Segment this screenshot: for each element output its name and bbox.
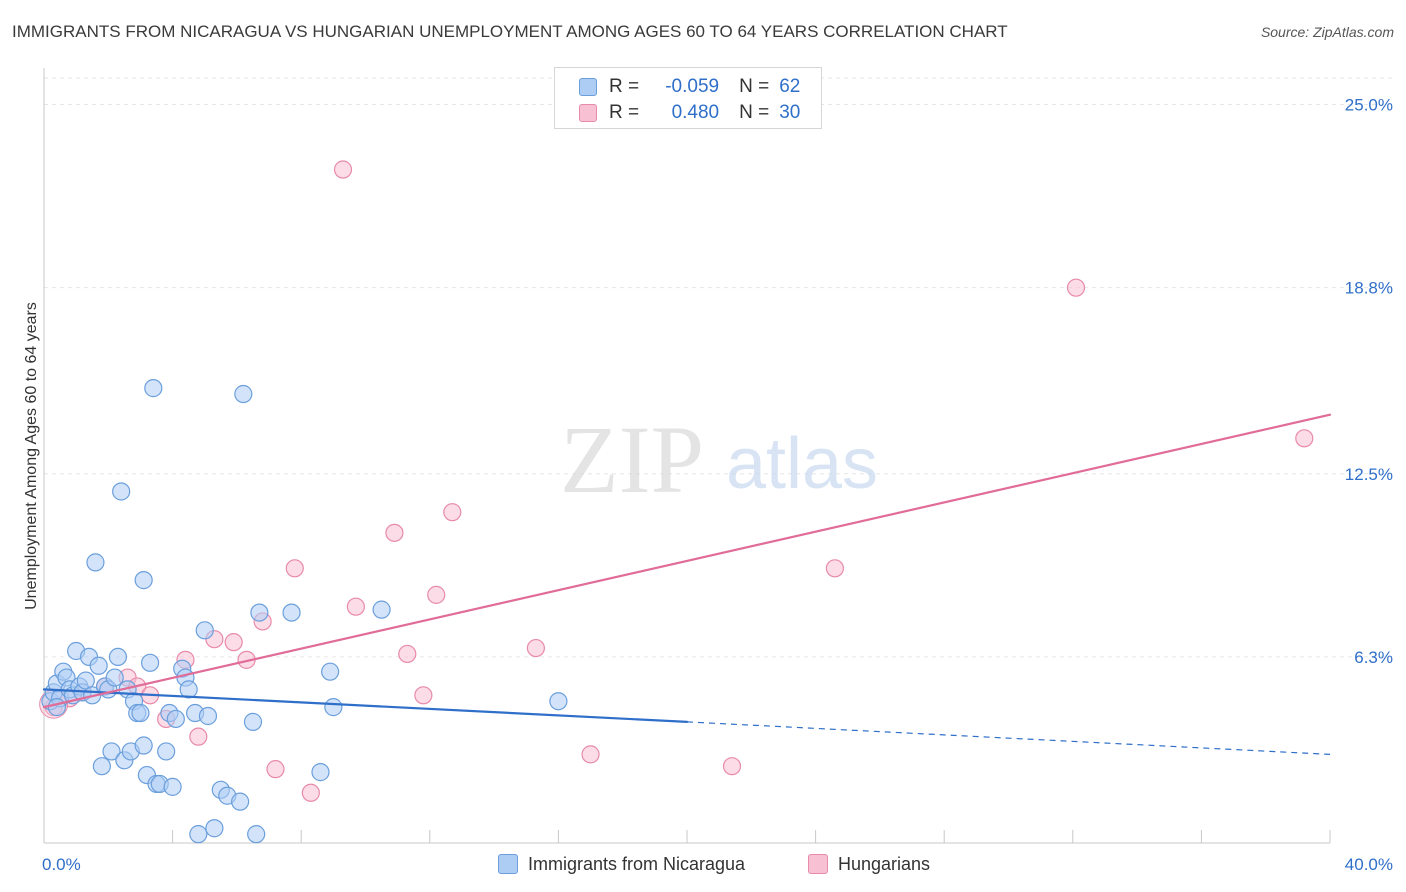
hungarian-point [189, 727, 208, 746]
nicaragua-point [105, 668, 124, 687]
nicaragua-point [195, 621, 214, 640]
hungarian-point [581, 745, 600, 764]
legend-swatch-pink [579, 104, 597, 122]
hungarian-trend-line [42, 413, 1332, 709]
nicaragua-point [324, 698, 343, 717]
nicaragua-point [108, 647, 128, 667]
nicaragua-trend-line-extension [686, 721, 1331, 755]
hungarian-point [1295, 429, 1314, 448]
hungarian-point [333, 160, 353, 179]
legend-swatch-blue [579, 78, 597, 96]
hungarian-point [398, 644, 417, 664]
legend-r-value: 0.480 [671, 102, 720, 123]
nicaragua-point [205, 819, 224, 838]
y-tick-label: 12.5% [1345, 465, 1393, 484]
y-axis-label: Unemployment Among Ages 60 to 64 years [23, 302, 40, 610]
hungarian-point [285, 559, 304, 578]
bottom-legend-nicaragua: Immigrants from Nicaragua [498, 852, 745, 876]
hungarian-point [722, 757, 742, 776]
nicaragua-point [282, 603, 301, 622]
hungarian-point [385, 523, 404, 542]
nicaragua-point [231, 792, 250, 811]
nicaragua-point [247, 825, 266, 844]
nicaragua-point [102, 742, 121, 761]
nicaragua-point [112, 482, 131, 501]
nicaragua-point [166, 709, 185, 729]
nicaragua-point [372, 600, 391, 619]
watermark: ZIP atlas [560, 406, 878, 513]
hungarian-point [224, 633, 243, 652]
y-tick-label: 18.8% [1345, 279, 1393, 298]
legend-r-label: R = [609, 102, 640, 123]
nicaragua-point [179, 680, 198, 699]
nicaragua-point [549, 692, 568, 711]
hungarian-point [301, 783, 320, 802]
nicaragua-point [92, 757, 111, 776]
hungarian-point [443, 503, 462, 522]
nicaragua-trend-line [42, 688, 689, 723]
y-tick-label: 25.0% [1345, 96, 1393, 115]
legend-n-label: N = [739, 76, 770, 97]
legend-swatch-pink [808, 854, 828, 874]
nicaragua-point [311, 763, 330, 782]
bottom-legend-hungarians: Hungarians [808, 852, 930, 876]
hungarian-point [526, 638, 545, 658]
hungarian-point [825, 559, 844, 578]
nicaragua-point [131, 703, 150, 723]
nicaragua-point [321, 662, 340, 681]
nicaragua-point [250, 603, 269, 622]
x-tick-label: 40.0% [1345, 855, 1393, 874]
legend-label-hungarians: Hungarians [838, 853, 931, 874]
legend-label-nicaragua: Immigrants from Nicaragua [528, 853, 746, 874]
nicaragua-point [144, 379, 163, 398]
nicaragua-point [47, 698, 66, 717]
x-tick-label: 0.0% [42, 855, 81, 874]
hungarian-point [414, 686, 433, 705]
legend-swatch-blue [498, 854, 518, 874]
nicaragua-point [163, 777, 182, 796]
nicaragua-point [198, 706, 218, 726]
nicaragua-point [134, 571, 153, 590]
source-label: Source: ZipAtlas.com [1260, 24, 1394, 40]
nicaragua-point [234, 384, 253, 404]
hungarian-point [346, 597, 365, 616]
hungarian-point [1066, 278, 1086, 297]
legend-r-value: -0.059 [665, 76, 720, 97]
legend-n-value: 30 [779, 102, 801, 123]
watermark-atlas: atlas [726, 424, 878, 504]
nicaragua-point [243, 712, 263, 731]
hungarian-point [266, 760, 285, 779]
correlation-legend: R = -0.059 N = 62 R = 0.480 N = 30 [554, 67, 822, 129]
y-tick-label: 6.3% [1354, 648, 1393, 667]
nicaragua-point [134, 736, 153, 755]
nicaragua-point [86, 553, 105, 572]
chart-title: IMMIGRANTS FROM NICARAGUA VS HUNGARIAN U… [12, 22, 1008, 41]
nicaragua-point [140, 653, 160, 672]
nicaragua-point [89, 656, 108, 675]
trend-lines [42, 413, 1332, 755]
legend-row-hungarians: R = 0.480 N = 30 [579, 101, 800, 125]
hungarian-point [427, 585, 446, 604]
legend-row-nicaragua: R = -0.059 N = 62 [579, 75, 800, 99]
tick-labels: 6.3% 12.5% 18.8% 25.0% 0.0% 40.0% [42, 96, 1393, 874]
grid-lines [44, 77, 1392, 658]
series-nicaragua-points [41, 379, 568, 844]
nicaragua-point [157, 742, 176, 761]
watermark-zip: ZIP [560, 406, 704, 513]
legend-n-label: N = [739, 102, 770, 123]
legend-n-value: 62 [779, 76, 801, 97]
nicaragua-point [189, 825, 208, 844]
legend-r-label: R = [609, 76, 640, 97]
